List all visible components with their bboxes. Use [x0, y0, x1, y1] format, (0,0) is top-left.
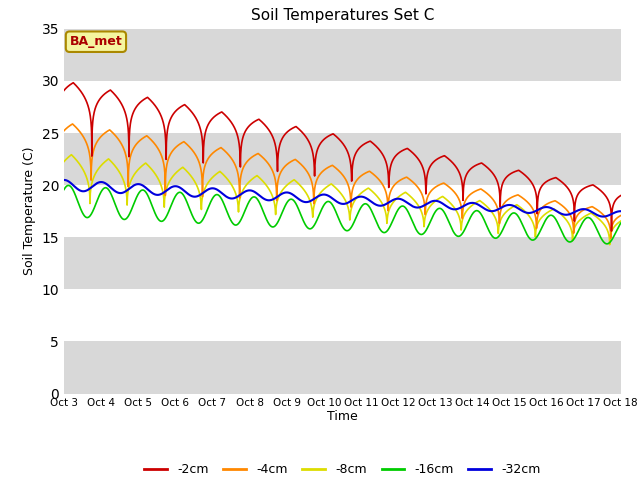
-4cm [406, 177, 414, 183]
-32cm [406, 202, 414, 208]
-16cm [65, 182, 72, 188]
-32cm [179, 187, 187, 193]
-8cm [180, 165, 188, 171]
-16cm [603, 241, 611, 247]
-2cm [617, 193, 625, 199]
-4cm [68, 121, 76, 127]
-16cm [397, 204, 404, 209]
-8cm [606, 242, 614, 248]
Bar [64, 81, 621, 133]
-4cm [564, 209, 572, 215]
-4cm [617, 213, 625, 218]
Y-axis label: Soil Temperature (C): Soil Temperature (C) [23, 147, 36, 276]
-16cm [60, 187, 68, 192]
-2cm [60, 87, 68, 93]
-8cm [406, 193, 414, 199]
Line: -2cm: -2cm [64, 83, 621, 231]
-32cm [397, 196, 404, 202]
-8cm [564, 219, 572, 225]
-4cm [607, 235, 614, 241]
-4cm [180, 139, 188, 145]
Bar [64, 29, 621, 81]
-2cm [406, 148, 414, 154]
-4cm [617, 213, 625, 218]
-32cm [564, 212, 572, 217]
-8cm [216, 168, 223, 174]
-4cm [216, 145, 223, 151]
Line: -32cm: -32cm [64, 180, 621, 216]
Title: Soil Temperatures Set C: Soil Temperatures Set C [251, 9, 434, 24]
-2cm [617, 192, 625, 198]
Bar [64, 133, 621, 185]
-8cm [617, 218, 625, 224]
Bar [64, 341, 621, 394]
Legend: -2cm, -4cm, -8cm, -16cm, -32cm: -2cm, -4cm, -8cm, -16cm, -32cm [140, 458, 545, 480]
Line: -8cm: -8cm [64, 155, 621, 245]
-8cm [68, 152, 76, 157]
-32cm [617, 208, 625, 214]
-2cm [607, 228, 615, 234]
-4cm [397, 177, 404, 183]
Bar [64, 289, 621, 341]
-2cm [397, 149, 404, 155]
Line: -4cm: -4cm [64, 124, 621, 238]
-8cm [60, 159, 68, 165]
Line: -16cm: -16cm [64, 185, 621, 244]
-16cm [216, 193, 223, 199]
-8cm [617, 218, 625, 224]
-2cm [180, 102, 188, 108]
-32cm [60, 177, 68, 183]
-16cm [617, 220, 625, 226]
-2cm [216, 110, 223, 116]
Bar [64, 237, 621, 289]
-16cm [617, 220, 625, 226]
-2cm [70, 80, 77, 85]
-8cm [397, 192, 404, 198]
-2cm [564, 186, 572, 192]
Bar [64, 185, 621, 237]
-16cm [406, 214, 414, 220]
-32cm [216, 188, 223, 194]
Text: BA_met: BA_met [70, 35, 122, 48]
-16cm [180, 192, 188, 198]
-16cm [564, 239, 572, 244]
-32cm [599, 214, 607, 219]
-32cm [617, 208, 625, 214]
-4cm [60, 128, 68, 133]
X-axis label: Time: Time [327, 410, 358, 423]
